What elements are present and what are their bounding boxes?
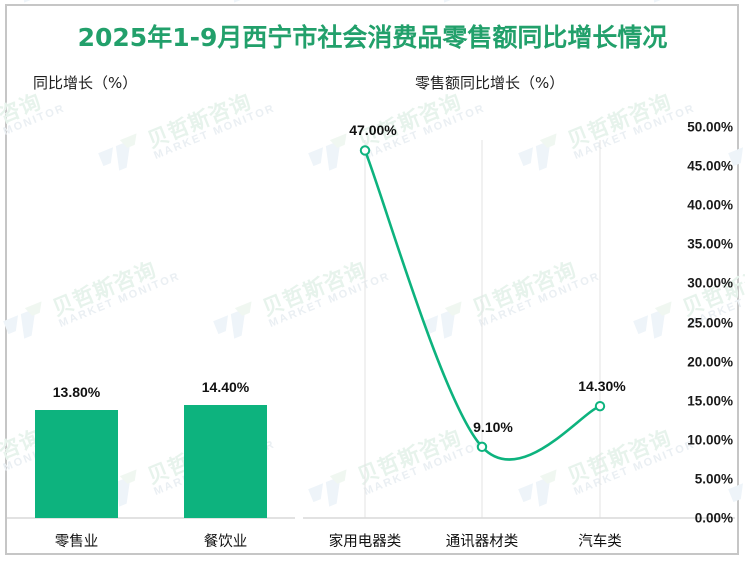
category-label: 通讯器材类 [445,534,519,550]
category-label: 家用电器类 [328,534,402,550]
left-axis-title: 同比增长（%） [33,74,138,92]
y-axis-tick-label: 50.00% [687,119,733,135]
category-label: 汽车类 [578,534,622,550]
line-point-marker[interactable] [594,400,606,412]
y-axis-tick-label: 5.00% [694,471,733,487]
line-data-label: 9.10% [473,418,513,435]
y-axis-tick-label: 20.00% [687,354,733,370]
category-label: 餐饮业 [203,534,248,550]
line-point-marker[interactable] [359,145,371,156]
bar-餐饮业[interactable] [184,405,267,518]
bar-零售业[interactable] [35,410,118,518]
bar-data-label: 13.80% [52,384,101,401]
bar-data-label: 14.40% [201,379,250,396]
line-point-marker[interactable] [476,441,488,453]
y-axis-tick-label: 35.00% [687,236,733,252]
y-axis-tick-label: 40.00% [687,197,733,213]
line-series-path [363,149,602,461]
y-axis-tick-label: 25.00% [687,315,733,330]
y-axis-tick-label: 10.00% [687,432,733,448]
y-axis-tick-label: 45.00% [687,158,733,174]
y-axis-tick-label: 15.00% [687,393,733,409]
category-label: 零售业 [54,534,99,550]
line-data-label: 14.30% [578,378,626,395]
chart-title: 2025年1-9月西宁市社会消费品零售额同比增长情况 [77,23,668,52]
right-axis-title: 零售额同比增长（%） [415,74,565,92]
y-axis-tick-label: 30.00% [687,275,733,291]
y-axis-tick-label: 0.00% [694,510,733,526]
line-data-label: 47.00% [349,122,397,139]
